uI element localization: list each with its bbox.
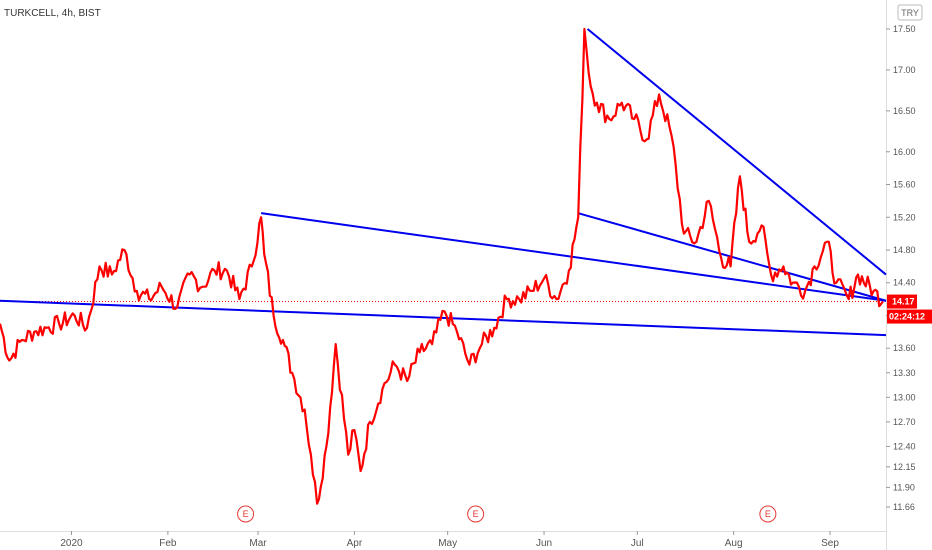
- trendline[interactable]: [260, 212, 887, 302]
- y-tick-label: 11.90: [893, 482, 915, 492]
- x-tick-label: Apr: [347, 538, 363, 549]
- x-tick-label: Mar: [249, 538, 267, 549]
- y-tick-label: 17.00: [893, 65, 916, 75]
- y-tick-label: 17.50: [893, 24, 916, 34]
- earnings-marker[interactable]: [237, 505, 255, 523]
- x-tick-label: May: [438, 538, 457, 549]
- y-tick-label: 14.40: [893, 278, 916, 288]
- earnings-marker-label: E: [765, 509, 771, 519]
- x-axis[interactable]: 2020 Feb Mar Apr May Jun Jul Aug Sep: [60, 531, 839, 549]
- y-tick-label: 13.60: [893, 343, 916, 353]
- earnings-marker[interactable]: [759, 505, 777, 523]
- price-series-line: [0, 27, 884, 505]
- y-tick-label: 12.40: [893, 441, 916, 451]
- last-price-badge: [887, 294, 917, 309]
- earnings-marker[interactable]: [467, 505, 485, 523]
- x-tick-label: Jun: [536, 538, 552, 549]
- y-tick-label: 16.50: [893, 106, 916, 116]
- y-tick-label: 12.70: [893, 417, 916, 427]
- earnings-marker-label: E: [243, 509, 249, 519]
- trendline[interactable]: [0, 299, 887, 337]
- y-tick-label: 13.00: [893, 392, 916, 402]
- y-tick-label: 13.30: [893, 368, 916, 378]
- countdown-label: 02:24:12: [889, 312, 925, 322]
- x-tick-label: Feb: [159, 538, 177, 549]
- x-tick-label: Sep: [821, 538, 839, 549]
- y-tick-label: 12.15: [893, 462, 916, 472]
- trendline[interactable]: [586, 28, 887, 276]
- chart-title: TURKCELL, 4h, BIST: [4, 8, 101, 19]
- currency-box[interactable]: [897, 4, 923, 21]
- countdown-badge: [887, 309, 932, 324]
- earnings-marker-label: E: [473, 509, 479, 519]
- y-tick-label: 15.60: [893, 180, 916, 190]
- y-tick-label: 14.80: [893, 245, 916, 255]
- x-tick-label: 2020: [60, 538, 83, 549]
- x-tick-label: Aug: [725, 538, 743, 549]
- last-price-label: 14.17: [892, 297, 915, 307]
- currency-button[interactable]: TRY: [897, 4, 923, 21]
- y-tick-label: 15.20: [893, 212, 916, 222]
- currency-label: TRY: [901, 8, 919, 18]
- y-tick-label: 16.00: [893, 147, 916, 157]
- y-tick-label: 11.66: [893, 502, 915, 512]
- x-tick-label: Jul: [631, 538, 644, 549]
- y-axis[interactable]: 17.50 17.00 16.50 16.00 15.60 15.20 14.80 14.40…: [886, 24, 916, 512]
